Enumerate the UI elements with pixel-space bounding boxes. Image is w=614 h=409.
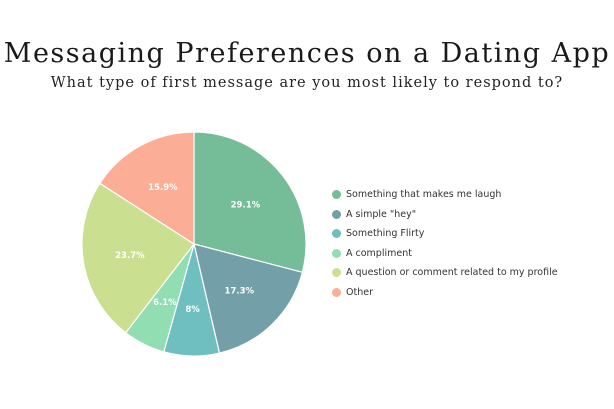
legend-label: A compliment [346, 247, 412, 259]
legend-label: Something Flirty [346, 228, 425, 240]
legend-item: A compliment [332, 244, 558, 264]
legend-item: A question or comment related to my prof… [332, 263, 558, 283]
legend-swatch [332, 268, 341, 278]
legend-swatch [332, 190, 341, 200]
legend-item: Other [332, 283, 558, 303]
chart-legend: Something that makes me laugh A simple "h… [332, 185, 558, 302]
pie-slice-labels: 29.1% 17.3% 8% 6.1% 23.7% 15.9% [115, 183, 260, 315]
chart-subtitle: What type of first message are you most … [50, 75, 564, 91]
legend-item: A simple "hey" [332, 205, 558, 225]
legend-label: A simple "hey" [346, 208, 417, 220]
pie-slice [193, 131, 307, 274]
pie-slice-label: 29.1% [231, 200, 261, 210]
legend-label: Something that makes me laugh [346, 189, 502, 201]
legend-swatch [332, 229, 341, 239]
pie-slice [81, 182, 195, 334]
legend-swatch [332, 248, 341, 258]
pie-slice-label: 15.9% [148, 183, 178, 193]
legend-item: Something that makes me laugh [332, 185, 558, 205]
legend-swatch [332, 209, 341, 219]
pie-slice [193, 243, 304, 354]
legend-swatch [332, 287, 341, 297]
pie-slice [99, 131, 195, 246]
legend-label: A question or comment related to my prof… [346, 267, 558, 279]
pie-slice-label: 23.7% [115, 251, 145, 261]
legend-label: Other [346, 286, 373, 298]
pie-slice-label: 17.3% [225, 287, 255, 297]
chart-title: Messaging Preferences on a Dating App [3, 38, 611, 69]
pie-slices [81, 131, 307, 357]
pie-slice-label: 6.1% [153, 298, 177, 308]
legend-item: Something Flirty [332, 224, 558, 244]
pie-slice-label: 8% [185, 305, 200, 315]
